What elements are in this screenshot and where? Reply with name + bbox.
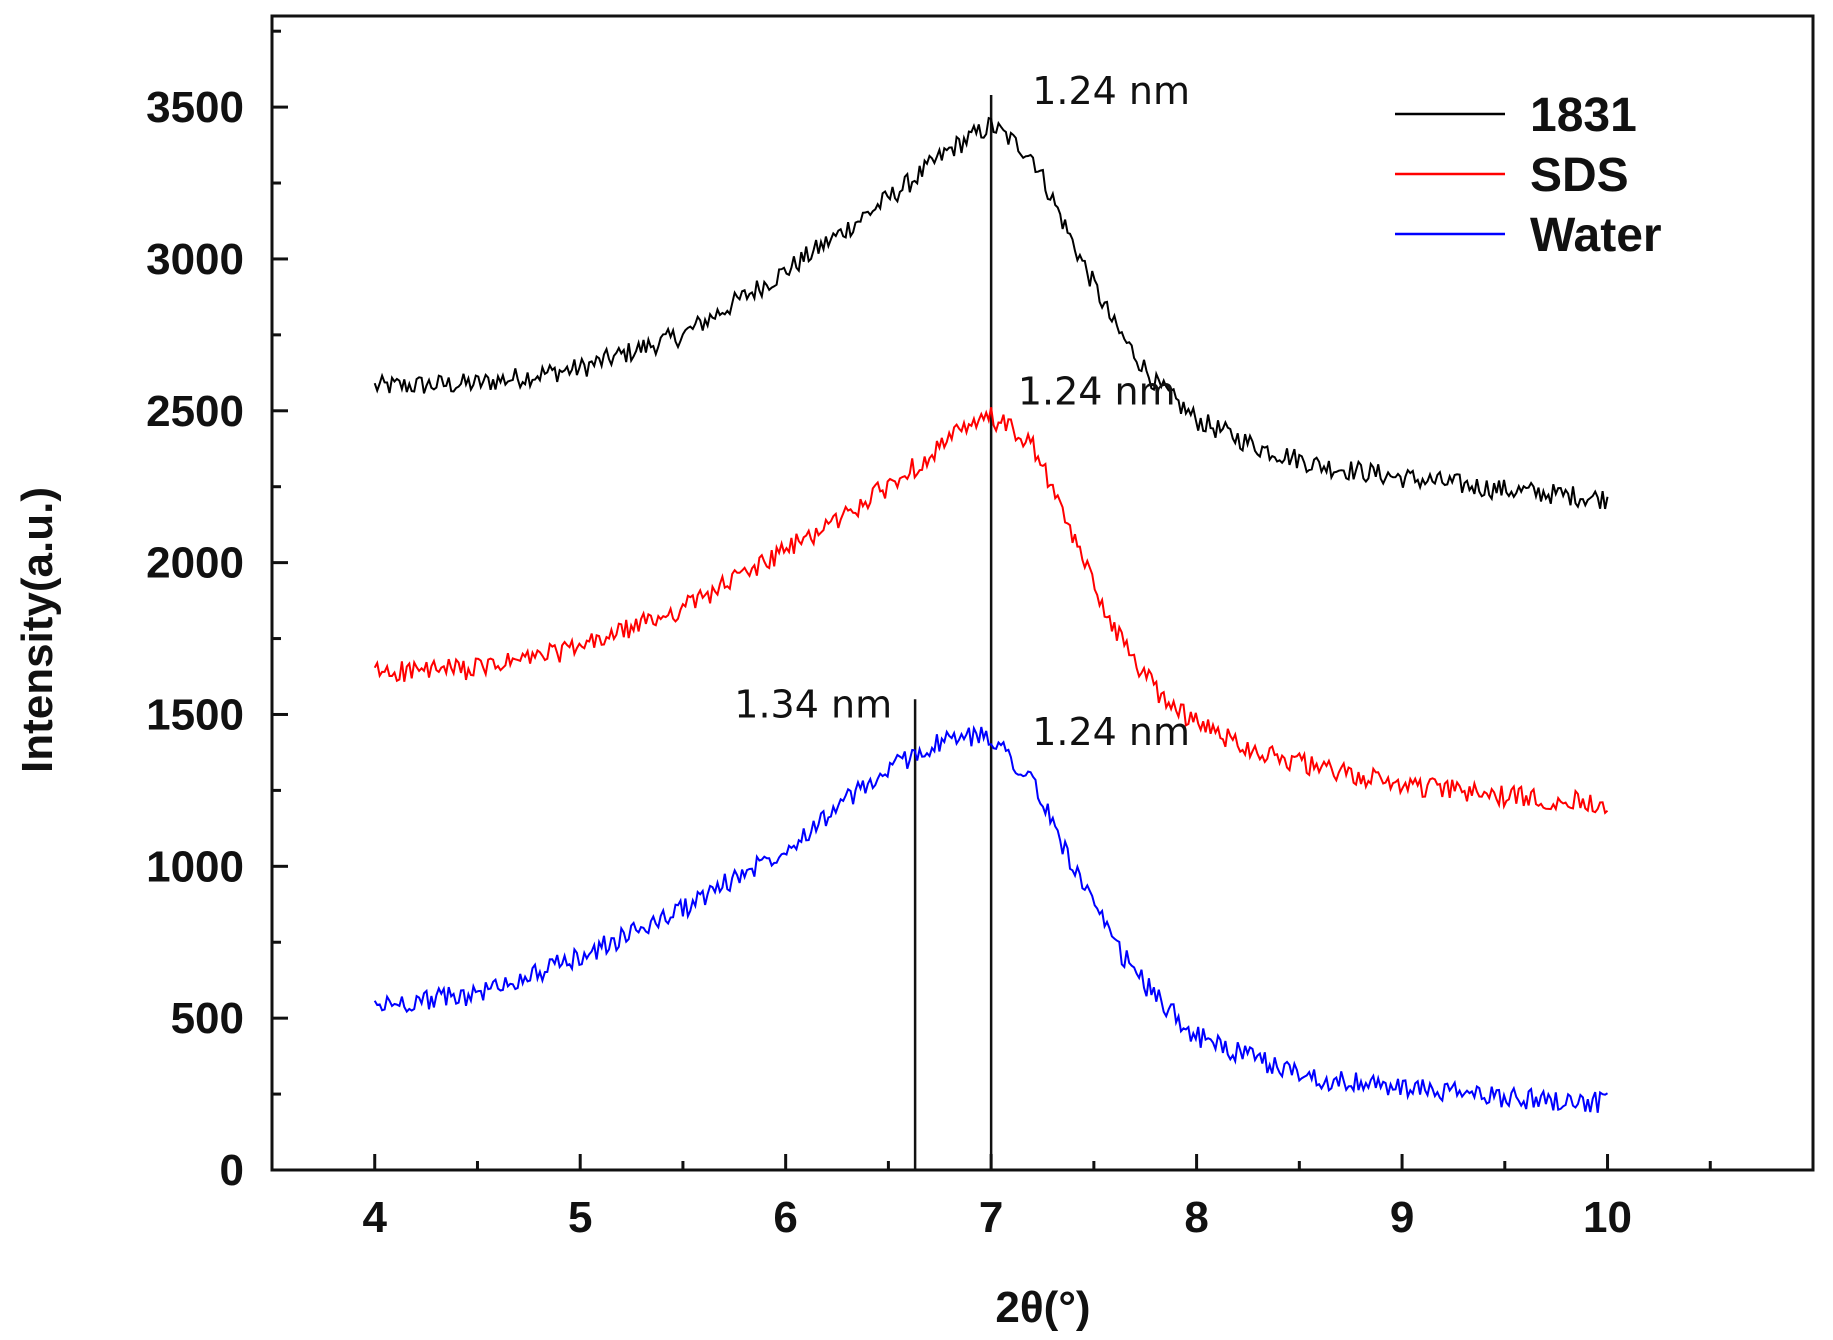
series-line-1831	[373, 116, 1609, 510]
peak-annotation: 1.34 nm	[734, 683, 892, 727]
x-tick-label: 7	[979, 1193, 1003, 1242]
legend-label-1831: 1831	[1530, 89, 1637, 142]
series-layer	[373, 116, 1609, 1113]
y-tick-label: 500	[171, 994, 244, 1043]
peak-annotation: 1.24 nm	[1032, 710, 1190, 754]
x-tick-label: 8	[1184, 1193, 1208, 1242]
peak-annotation: 1.24 nm	[1032, 69, 1190, 113]
x-axis-ticks: 4 5 6 7 8 9 10	[362, 1154, 1712, 1242]
legend-label-sds: SDS	[1530, 149, 1629, 202]
x-tick-label: 9	[1390, 1193, 1414, 1242]
y-axis-label: Intensity(a.u.)	[13, 487, 62, 773]
series-line-sds	[373, 407, 1609, 815]
y-tick-label: 3000	[146, 235, 244, 284]
x-tick-label: 4	[362, 1193, 387, 1242]
y-tick-label: 0	[220, 1146, 244, 1195]
reference-lines	[913, 94, 993, 1170]
annotations: 1.24 nm 1.24 nm 1.34 nm 1.24 nm	[734, 69, 1190, 754]
y-tick-label: 1000	[146, 842, 244, 891]
x-tick-label: 5	[568, 1193, 592, 1242]
y-tick-label: 1500	[146, 690, 244, 739]
x-tick-label: 10	[1583, 1193, 1632, 1242]
legend: 1831 SDS Water	[1395, 89, 1662, 262]
x-tick-label: 6	[773, 1193, 797, 1242]
plot-frame	[270, 14, 1815, 1172]
y-axis-ticks: 0 500 1000 1500 2000 2500 3000 3500	[146, 29, 288, 1195]
y-tick-label: 2500	[146, 387, 244, 436]
series-line-water	[373, 724, 1609, 1113]
legend-label-water: Water	[1530, 209, 1662, 262]
x-axis-label: 2θ(°)	[995, 1283, 1090, 1332]
y-tick-label: 3500	[146, 83, 244, 132]
peak-annotation: 1.24 nm	[1018, 370, 1176, 414]
y-tick-label: 2000	[146, 539, 244, 588]
